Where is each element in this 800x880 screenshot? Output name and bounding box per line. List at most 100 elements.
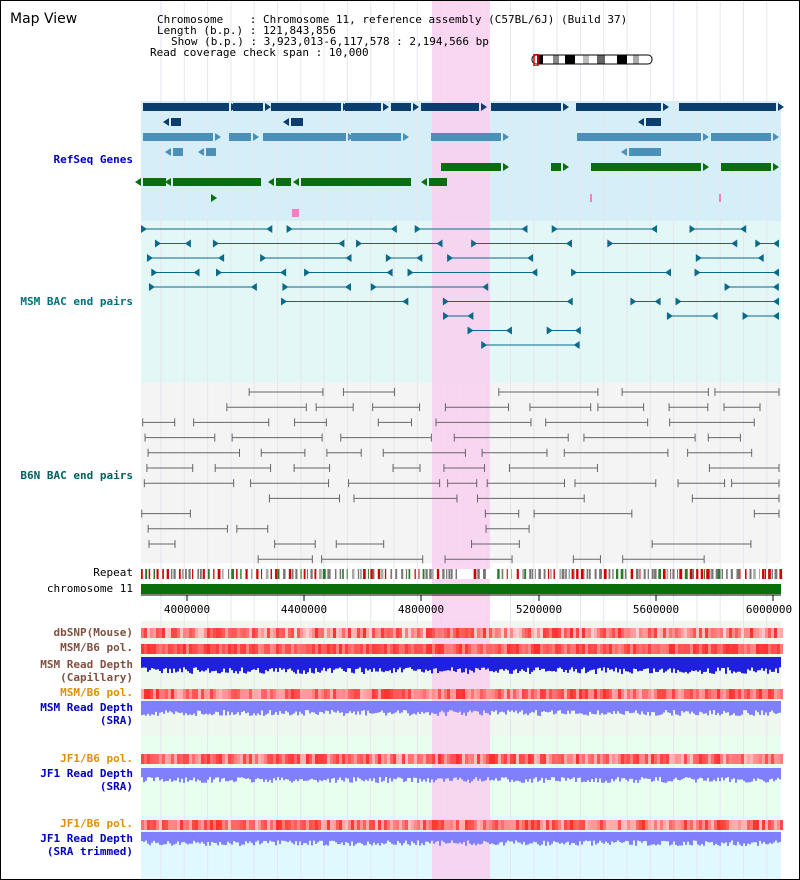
polymorphism-cell — [282, 754, 285, 764]
polymorphism-cell — [747, 820, 750, 830]
track-label-b6n-bac[interactable]: B6N BAC end pairs — [20, 469, 133, 482]
polymorphism-cell — [276, 644, 279, 654]
read-depth-bar — [685, 832, 687, 845]
read-depth-bar — [239, 657, 241, 672]
polymorphism-cell — [708, 628, 711, 638]
repeat-element — [692, 569, 694, 579]
polymorphism-cell — [174, 644, 177, 654]
track-label-jf1-depth[interactable]: JF1 Read Depth — [40, 767, 133, 780]
read-depth-bar — [183, 701, 185, 716]
polymorphism-cell — [489, 689, 492, 699]
read-depth-bar — [203, 657, 205, 672]
read-depth-bar — [709, 768, 711, 782]
read-depth-bar — [485, 701, 487, 713]
read-depth-bar — [557, 701, 559, 711]
repeat-element — [202, 569, 205, 579]
polymorphism-cell — [255, 820, 258, 830]
polymorphism-cell — [543, 628, 546, 638]
chromosome-ideogram[interactable] — [531, 54, 655, 66]
repeat-element — [199, 569, 202, 579]
read-depth-bar — [149, 832, 151, 846]
polymorphism-cell — [366, 820, 369, 830]
track-label-jf1-pol-1[interactable]: JF1/B6 pol. — [60, 752, 133, 765]
polymorphism-cell — [270, 754, 273, 764]
read-depth-bar — [765, 832, 767, 845]
polymorphism-cell — [504, 754, 507, 764]
polymorphism-cell — [621, 689, 624, 699]
polymorphism-cell — [486, 820, 489, 830]
read-depth-bar — [297, 657, 299, 670]
polymorphism-cell — [384, 754, 387, 764]
polymorphism-cell — [210, 628, 213, 638]
read-depth-bar — [589, 701, 591, 712]
track-label-jf1-pol-2[interactable]: JF1/B6 pol. — [60, 817, 133, 830]
polymorphism-cell — [717, 754, 720, 764]
read-depth-bar — [475, 768, 477, 778]
read-depth-bar — [295, 701, 297, 712]
polymorphism-cell — [177, 820, 180, 830]
track-label-refseq[interactable]: RefSeq Genes — [53, 153, 133, 166]
track-label-msm-depth-sra-sub[interactable]: (SRA) — [99, 714, 133, 727]
read-depth-bar — [257, 701, 259, 714]
read-depth-bar — [367, 832, 369, 842]
track-label-msm-b6-pol-2[interactable]: MSM/B6 pol. — [60, 686, 133, 699]
polymorphism-cell — [324, 644, 327, 654]
read-depth-bar — [549, 768, 551, 780]
polymorphism-cell — [735, 754, 738, 764]
repeat-element — [745, 569, 747, 579]
polymorphism-cell — [144, 628, 147, 638]
read-depth-bar — [407, 701, 409, 714]
track-label-msm-depth-sra[interactable]: MSM Read Depth — [40, 701, 133, 714]
track-label-msm-bac[interactable]: MSM BAC end pairs — [20, 295, 133, 308]
read-depth-bar — [589, 657, 591, 671]
track-label-msm-b6-pol-1[interactable]: MSM/B6 pol. — [60, 641, 133, 654]
polymorphism-cell — [258, 820, 261, 830]
read-depth-bar — [725, 701, 727, 713]
polymorphism-cell — [591, 689, 594, 699]
polymorphism-cell — [390, 689, 393, 699]
polymorphism-cell — [489, 820, 492, 830]
polymorphism-cell — [345, 644, 348, 654]
read-depth-bar — [673, 701, 675, 711]
read-depth-bar — [515, 768, 517, 781]
polymorphism-cell — [186, 689, 189, 699]
polymorphism-cell — [519, 644, 522, 654]
read-depth-bar — [319, 832, 321, 841]
read-depth-bar — [325, 832, 327, 845]
track-label-jf1-trimmed-sub[interactable]: (SRA trimmed) — [46, 845, 133, 858]
polymorphism-cell — [420, 820, 423, 830]
polymorphism-cell — [357, 689, 360, 699]
read-depth-bar — [169, 768, 171, 779]
track-label-repeat[interactable]: Repeat — [93, 566, 133, 579]
repeat-element — [779, 569, 783, 579]
read-depth-bar — [599, 701, 601, 715]
track-label-msm-depth-capillary[interactable]: MSM Read Depth — [40, 658, 133, 671]
polymorphism-cell — [243, 644, 246, 654]
track-label-jf1-depth-sub[interactable]: (SRA) — [99, 780, 133, 793]
track-label-chromosome[interactable]: chromosome 11 — [46, 582, 133, 595]
repeat-element — [329, 569, 331, 579]
read-depth-bar — [473, 657, 475, 673]
read-depth-bar — [387, 768, 389, 783]
track-label-msm-depth-capillary-sub[interactable]: (Capillary) — [60, 671, 133, 684]
read-depth-bar — [207, 657, 209, 669]
polymorphism-cell — [711, 689, 714, 699]
polymorphism-cell — [213, 820, 216, 830]
repeat-element — [736, 569, 740, 579]
read-depth-bar — [565, 768, 567, 781]
read-depth-bar — [437, 832, 439, 842]
read-depth-bar — [565, 701, 567, 715]
read-depth-bar — [675, 768, 677, 778]
polymorphism-cell — [309, 689, 312, 699]
polymorphism-cell — [474, 628, 477, 638]
read-depth-bar — [585, 768, 587, 782]
read-depth-bar — [593, 701, 595, 715]
read-depth-bar — [291, 701, 293, 715]
track-label-dbsnp[interactable]: dbSNP(Mouse) — [53, 626, 133, 639]
track-label-jf1-trimmed[interactable]: JF1 Read Depth — [40, 832, 133, 845]
repeat-element — [300, 569, 302, 579]
read-depth-bar — [525, 657, 527, 673]
read-depth-bar — [237, 701, 239, 713]
repeat-element — [529, 569, 532, 579]
polymorphism-cell — [531, 644, 534, 654]
